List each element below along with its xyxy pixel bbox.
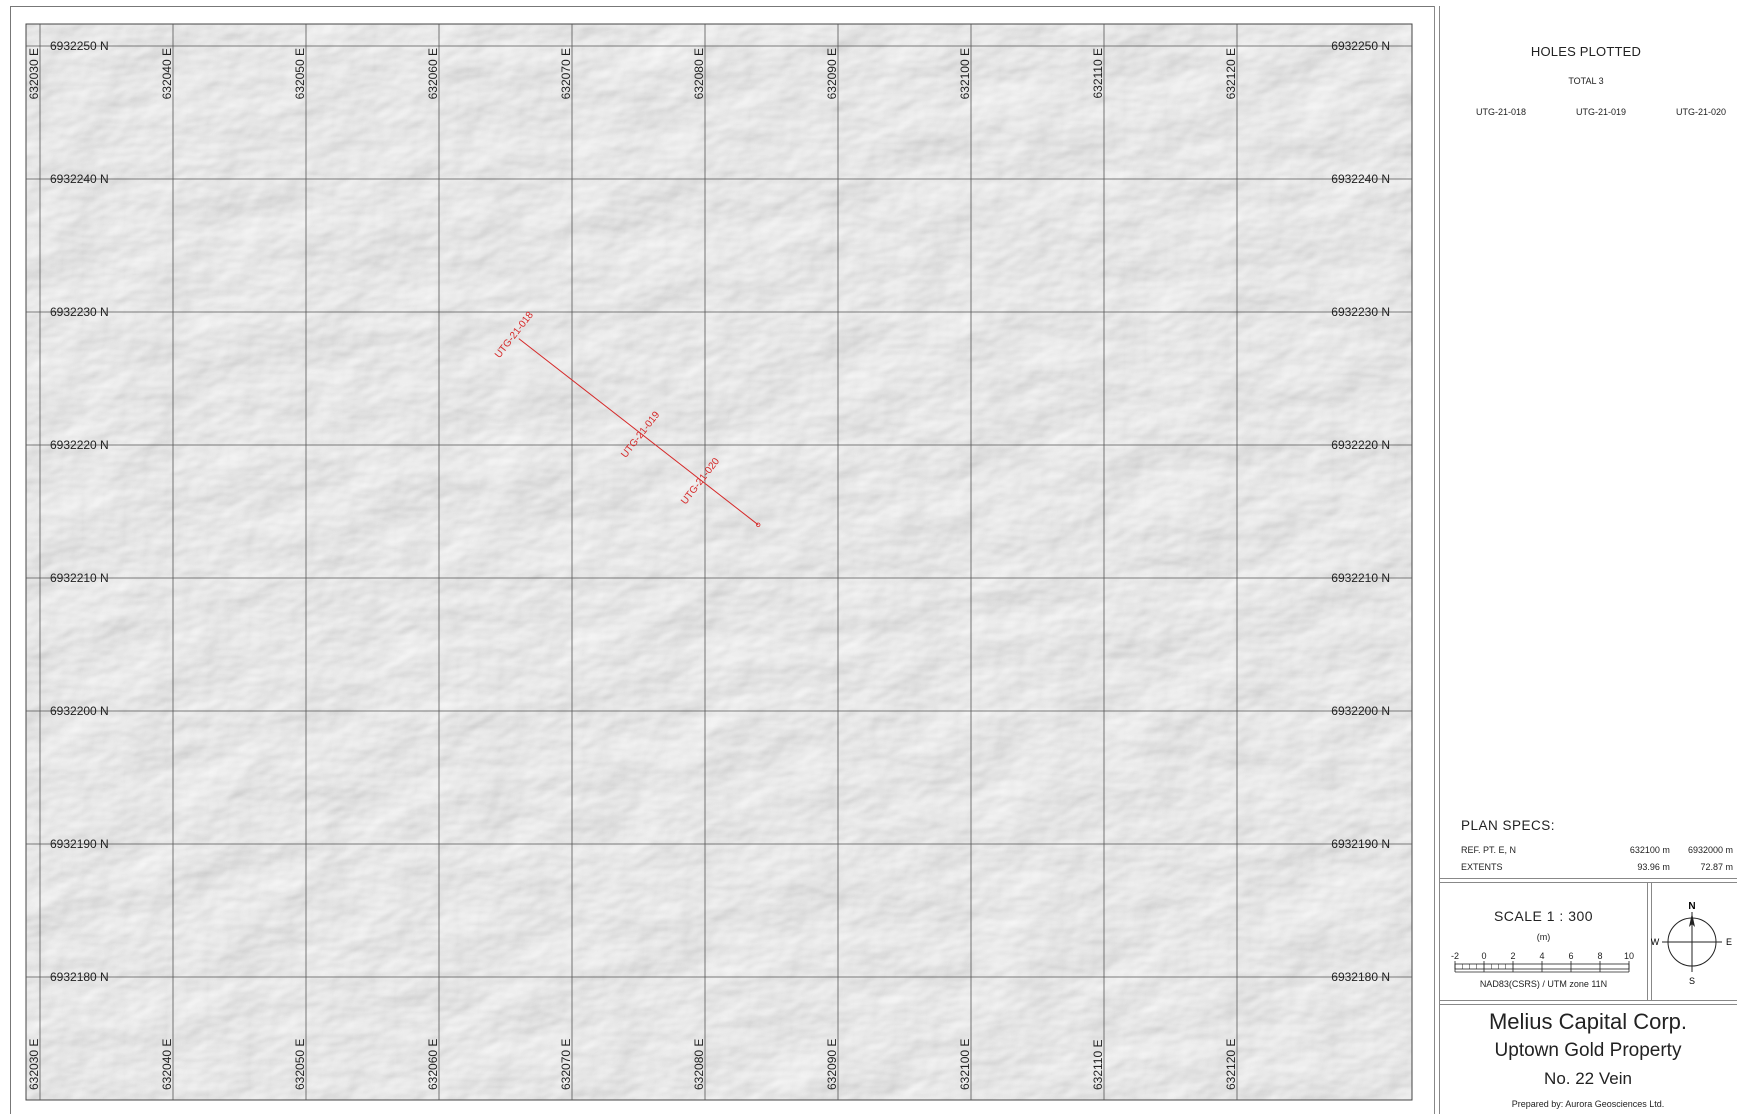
hole-label: UTG-21-020	[1675, 107, 1727, 117]
easting-label-bottom: 632030 E	[27, 1039, 41, 1090]
map-frame: 632030 E 632030 E 632040 E 632040 E 632050 E…	[25, 23, 1413, 1101]
datum-label: NAD83(CSRS) / UTM zone 11N	[1479, 979, 1608, 989]
prepared-by: Prepared by: Aurora Geosciences Ltd.	[1511, 1099, 1665, 1109]
scale-tick-label: 8	[1597, 951, 1602, 961]
divider	[1651, 882, 1652, 1000]
easting-label-bottom: 632070 E	[559, 1039, 573, 1090]
spec-label: EXTENTS	[1461, 861, 1503, 872]
scale-box: SCALE 1 : 300 (m) -2 0 2 4 6 8 10 NAD83(CSRS) …	[1439, 882, 1648, 1000]
northing-label-right: 6932250 N	[1331, 39, 1390, 53]
property-name: Uptown Gold Property	[1494, 1040, 1682, 1061]
company-name: Melius Capital Corp.	[1488, 1009, 1688, 1034]
easting-label-bottom: 632060 E	[426, 1039, 440, 1090]
north-arrow-icon	[1689, 913, 1695, 927]
northing-label-right: 6932220 N	[1331, 438, 1390, 452]
scale-tick-label: 6	[1568, 951, 1573, 961]
easting-label-top: 632100 E	[958, 48, 972, 99]
holes-total: TOTAL 3	[1568, 76, 1604, 86]
northing-label-left: 6932230 N	[50, 305, 109, 319]
easting-label-top: 632070 E	[559, 48, 573, 99]
northing-label-right: 6932240 N	[1331, 172, 1390, 186]
map-sheet	[10, 6, 1737, 1114]
title-block: Melius Capital Corp. Uptown Gold Propert…	[1439, 1007, 1737, 1109]
divider	[1439, 878, 1737, 879]
spec-value-e: 632100 m	[1629, 844, 1670, 855]
trace-end-marker	[756, 522, 761, 527]
spec-label: REF. PT. E, N	[1461, 844, 1517, 855]
easting-label-bottom: 632090 E	[825, 1039, 839, 1090]
northing-label-right: 6932200 N	[1331, 704, 1390, 718]
divider	[1439, 1004, 1737, 1005]
scale-tick-label: 2	[1510, 951, 1515, 961]
compass-n: N	[1688, 901, 1695, 912]
northing-label-left: 6932200 N	[50, 704, 109, 718]
grid-lines	[26, 24, 1412, 1100]
scale-unit: (m)	[1536, 932, 1551, 942]
northing-label-right: 6932210 N	[1331, 571, 1390, 585]
northing-label-left: 6932220 N	[50, 438, 109, 452]
vein-name: No. 22 Vein	[1544, 1069, 1632, 1088]
scale-title: SCALE 1 : 300	[1493, 908, 1594, 924]
northing-label-left: 6932250 N	[50, 39, 109, 53]
easting-label-top: 632040 E	[160, 48, 174, 99]
easting-label-bottom: 632100 E	[958, 1039, 972, 1090]
spec-value-e: 93.96 m	[1637, 861, 1670, 872]
northing-label-left: 6932210 N	[50, 571, 109, 585]
plan-specs: PLAN SPECS: REF. PT. E, N 632100 m 69320…	[1461, 818, 1733, 875]
spec-row-ref-pt: REF. PT. E, N 632100 m 6932000 m	[1461, 841, 1733, 858]
plan-specs-title: PLAN SPECS:	[1461, 818, 1556, 833]
spec-value-n: 72.87 m	[1700, 861, 1733, 872]
easting-label-top: 632090 E	[825, 48, 839, 99]
northing-label-right: 6932180 N	[1331, 970, 1390, 984]
northing-label-right: 6932230 N	[1331, 305, 1390, 319]
grid-labels: 632030 E 632030 E 632040 E 632040 E 632050 E…	[27, 39, 1390, 1090]
easting-label-top: 632080 E	[692, 48, 706, 99]
legend-panel: HOLES PLOTTED TOTAL 3 UTG-21-018 UTG-21-…	[1434, 6, 1737, 1114]
easting-label-bottom: 632040 E	[160, 1039, 174, 1090]
easting-label-top: 632060 E	[426, 48, 440, 99]
northing-label-left: 6932190 N	[50, 837, 109, 851]
easting-label-top: 632120 E	[1224, 48, 1238, 99]
easting-label-top: 632030 E	[27, 48, 41, 99]
holes-plotted-title: HOLES PLOTTED	[1530, 44, 1642, 59]
scale-bar: -2 0 2 4 6 8 10	[1451, 951, 1634, 973]
scale-tick-label: -2	[1451, 951, 1459, 961]
northing-label-right: 6932190 N	[1331, 837, 1390, 851]
divider	[1439, 882, 1737, 883]
map-neatline	[25, 23, 1413, 1101]
holes-list: UTG-21-018 UTG-21-019 UTG-21-020	[1471, 107, 1731, 117]
easting-label-bottom: 632050 E	[293, 1039, 307, 1090]
north-arrow: N S W E	[1651, 882, 1735, 1000]
spec-row-extents: EXTENTS 93.96 m 72.87 m	[1461, 858, 1733, 875]
compass-s: S	[1689, 976, 1695, 986]
compass-e: E	[1726, 937, 1732, 947]
drill-trace	[518, 338, 759, 526]
panel-divider	[1439, 6, 1440, 1114]
hole-label: UTG-21-019	[1575, 107, 1627, 117]
hole-label: UTG-21-018	[1475, 107, 1527, 117]
divider	[1647, 882, 1648, 1000]
easting-label-top: 632110 E	[1091, 48, 1105, 99]
northing-label-left: 6932180 N	[50, 970, 109, 984]
scale-tick-label: 0	[1481, 951, 1486, 961]
spec-value-n: 6932000 m	[1687, 844, 1733, 855]
hillshade-relief	[26, 24, 1412, 1100]
easting-label-bottom: 632120 E	[1224, 1039, 1238, 1090]
easting-label-top: 632050 E	[293, 48, 307, 99]
easting-label-bottom: 632080 E	[692, 1039, 706, 1090]
divider	[1439, 1000, 1737, 1001]
scale-tick-label: 10	[1624, 951, 1634, 961]
compass-w: W	[1651, 937, 1660, 947]
easting-label-bottom: 632110 E	[1091, 1040, 1105, 1091]
northing-label-left: 6932240 N	[50, 172, 109, 186]
scale-tick-label: 4	[1539, 951, 1544, 961]
